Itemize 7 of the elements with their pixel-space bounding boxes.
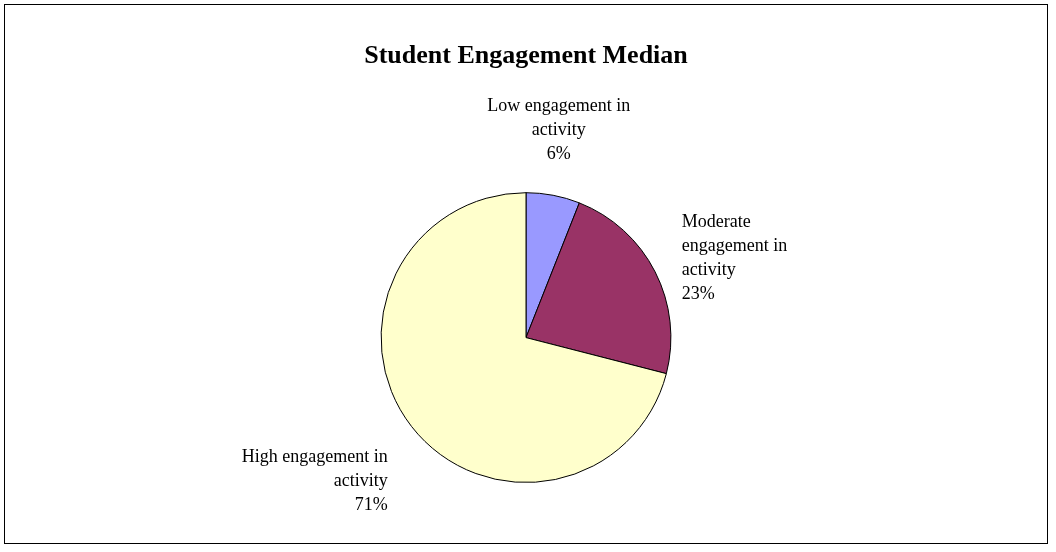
slice-label: Moderate engagement in activity [681, 210, 788, 279]
data-label: 71% [354, 493, 388, 514]
slice-label: Low engagement in activity [487, 94, 631, 139]
slice-label: High engagement in activity [241, 445, 388, 490]
data-label: 23% [681, 282, 715, 303]
chart-title: Student Engagement Median [364, 40, 689, 70]
data-label: 6% [546, 142, 571, 163]
